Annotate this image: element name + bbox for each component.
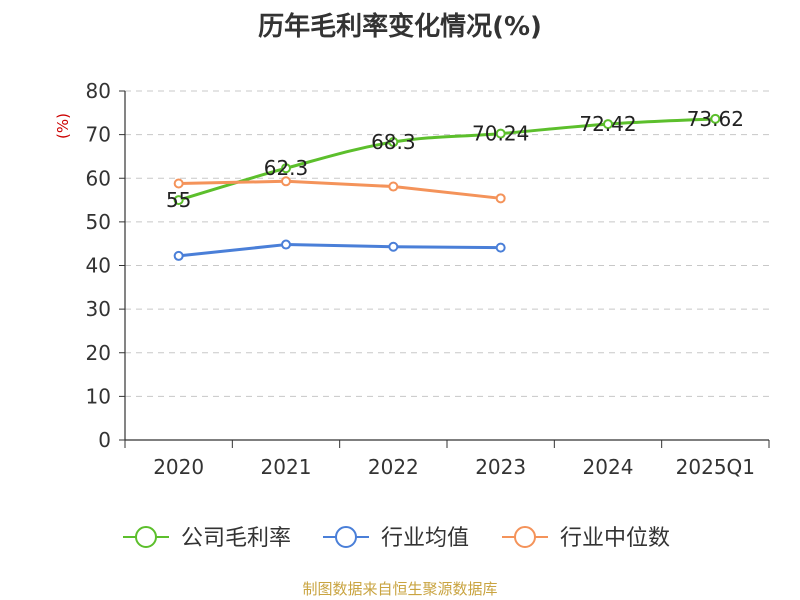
y-tick-label: 0 [98,428,111,452]
y-axis-unit-label: (%) [54,113,72,139]
data-label: 73.62 [687,107,744,131]
data-point[interactable] [281,163,291,174]
y-tick-label: 80 [86,79,111,103]
x-tick-label: 2022 [368,455,419,479]
data-point[interactable] [710,113,721,124]
data-point[interactable] [603,119,613,130]
source-note: 制图数据来自恒生聚源数据库 [302,580,498,598]
x-tick-label: 2025Q1 [676,455,755,479]
legend-marker [135,526,157,548]
x-tick-label: 2020 [153,455,204,479]
data-label: 62.3 [264,156,309,180]
series-line-2 [178,179,501,200]
y-tick-label: 20 [86,341,111,365]
data-label: 72.42 [579,112,636,136]
data-label: 70.24 [472,122,529,146]
data-point[interactable] [495,128,506,139]
data-point[interactable] [388,137,399,148]
legend-marker [514,526,536,548]
legend-item-2[interactable]: 行业中位数 [502,526,670,551]
legend-item-1[interactable]: 行业均值 [323,526,469,551]
data-point[interactable] [281,239,291,250]
y-tick-label: 60 [86,166,111,190]
legend-marker [335,526,357,548]
data-point[interactable] [281,176,291,187]
series-lines [173,113,721,261]
data-point[interactable] [495,242,506,253]
data-labels: 55 62.3 68.3 70.24 72.42 73.62 [166,107,744,212]
legend-label: 行业中位数 [560,526,670,551]
axes: 0 10 20 30 40 50 60 70 80 (%) 2020 2021 2022 2023 2024… [54,79,770,479]
legend-label: 行业均值 [381,526,469,551]
grid-lines [125,90,769,397]
x-tick-label: 2021 [261,455,312,479]
x-tick-label: 2024 [583,455,634,479]
data-point[interactable] [173,250,184,261]
legend-label: 公司毛利率 [181,526,291,551]
legend-item-0[interactable]: 公司毛利率 [123,526,291,551]
y-tick-label: 70 [86,123,111,147]
data-point[interactable] [173,195,184,206]
y-tick-label: 10 [86,384,111,408]
y-tick-label: 30 [86,297,111,321]
series-line-0 [178,117,716,202]
data-label: 55 [166,188,191,212]
x-tick-label: 2023 [475,455,526,479]
y-tick-label: 40 [86,254,111,278]
series-line-1 [178,243,501,258]
chart-title: 历年毛利率变化情况(%) [258,12,542,42]
legend[interactable]: 公司毛利率 行业均值 行业中位数 [123,526,670,551]
y-tick-label: 50 [86,210,111,234]
data-point[interactable] [388,181,399,192]
data-point[interactable] [173,178,184,189]
data-label: 68.3 [371,130,416,154]
data-point[interactable] [388,241,399,252]
data-point[interactable] [495,193,506,204]
